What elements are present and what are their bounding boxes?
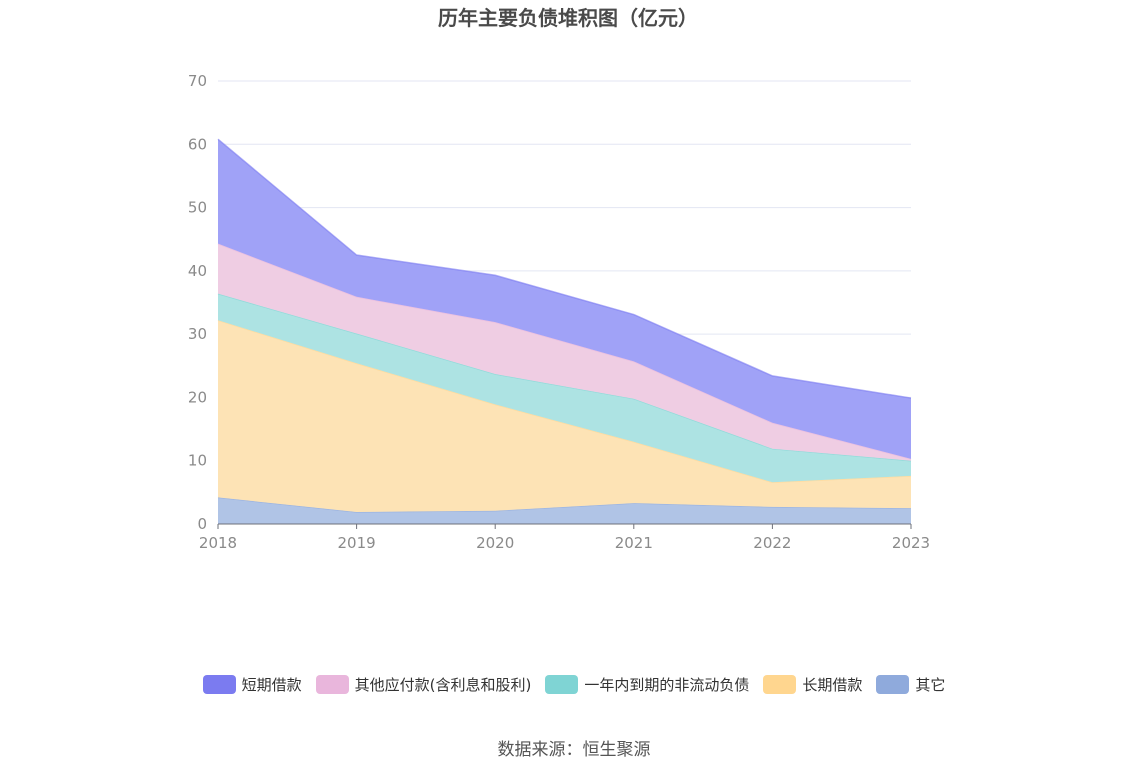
legend-swatch bbox=[876, 674, 910, 694]
legend-label: 其他应付款(含利息和股利) bbox=[354, 675, 532, 694]
series-line-短期借款 bbox=[217, 138, 912, 399]
area-其他应付款(含利息和股利) bbox=[218, 243, 911, 461]
y-tick-label: 60 bbox=[188, 135, 207, 153]
stacked-area-chart: 0 10 20 30 40 50 60 70 2018 2019 2020 2021 2022 2023 bbox=[188, 72, 930, 552]
y-tick-label: 10 bbox=[188, 452, 207, 470]
area-短期借款 bbox=[218, 139, 911, 459]
area-长期借款 bbox=[218, 320, 911, 512]
x-tick-label: 2020 bbox=[476, 534, 514, 552]
y-tick-label: 30 bbox=[188, 325, 207, 343]
area-其它 bbox=[218, 497, 911, 524]
x-tick-label: 2019 bbox=[338, 534, 376, 552]
y-tick-label: 40 bbox=[188, 262, 207, 280]
x-tick-label: 2021 bbox=[615, 534, 653, 552]
x-tick-label: 2022 bbox=[753, 534, 791, 552]
legend-swatch bbox=[545, 674, 579, 694]
legend-item[interactable]: 其它 bbox=[876, 674, 945, 695]
legend-label: 短期借款 bbox=[241, 675, 302, 694]
legend-label: 其它 bbox=[915, 675, 946, 694]
y-tick-label: 50 bbox=[188, 199, 207, 217]
x-tick-label: 2018 bbox=[199, 534, 237, 552]
y-tick-label: 20 bbox=[188, 388, 207, 406]
x-tick-label: 2023 bbox=[892, 534, 930, 552]
chart-legend: 短期借款 其他应付款(含利息和股利) 一年内到期的非流动负债 长期借款 其它 bbox=[0, 671, 1148, 697]
legend-swatch bbox=[315, 674, 349, 694]
legend-item[interactable]: 其他应付款(含利息和股利) bbox=[315, 674, 532, 695]
legend-swatch bbox=[763, 674, 797, 694]
legend-item[interactable]: 短期借款 bbox=[202, 674, 302, 695]
legend-label: 一年内到期的非流动负债 bbox=[584, 675, 750, 694]
series-line-其它 bbox=[217, 496, 912, 513]
legend-item[interactable]: 一年内到期的非流动负债 bbox=[545, 674, 749, 695]
legend-item[interactable]: 长期借款 bbox=[763, 674, 862, 695]
data-source: 数据来源：恒生聚源 bbox=[497, 740, 651, 760]
legend-swatch bbox=[202, 674, 236, 694]
y-tick-label: 0 bbox=[197, 515, 207, 533]
area-一年内到期的非流动负债 bbox=[218, 293, 911, 483]
legend-label: 长期借款 bbox=[802, 675, 863, 694]
chart-title: 历年主要负债堆积图（亿元） bbox=[438, 6, 698, 30]
y-tick-label: 70 bbox=[188, 72, 207, 90]
